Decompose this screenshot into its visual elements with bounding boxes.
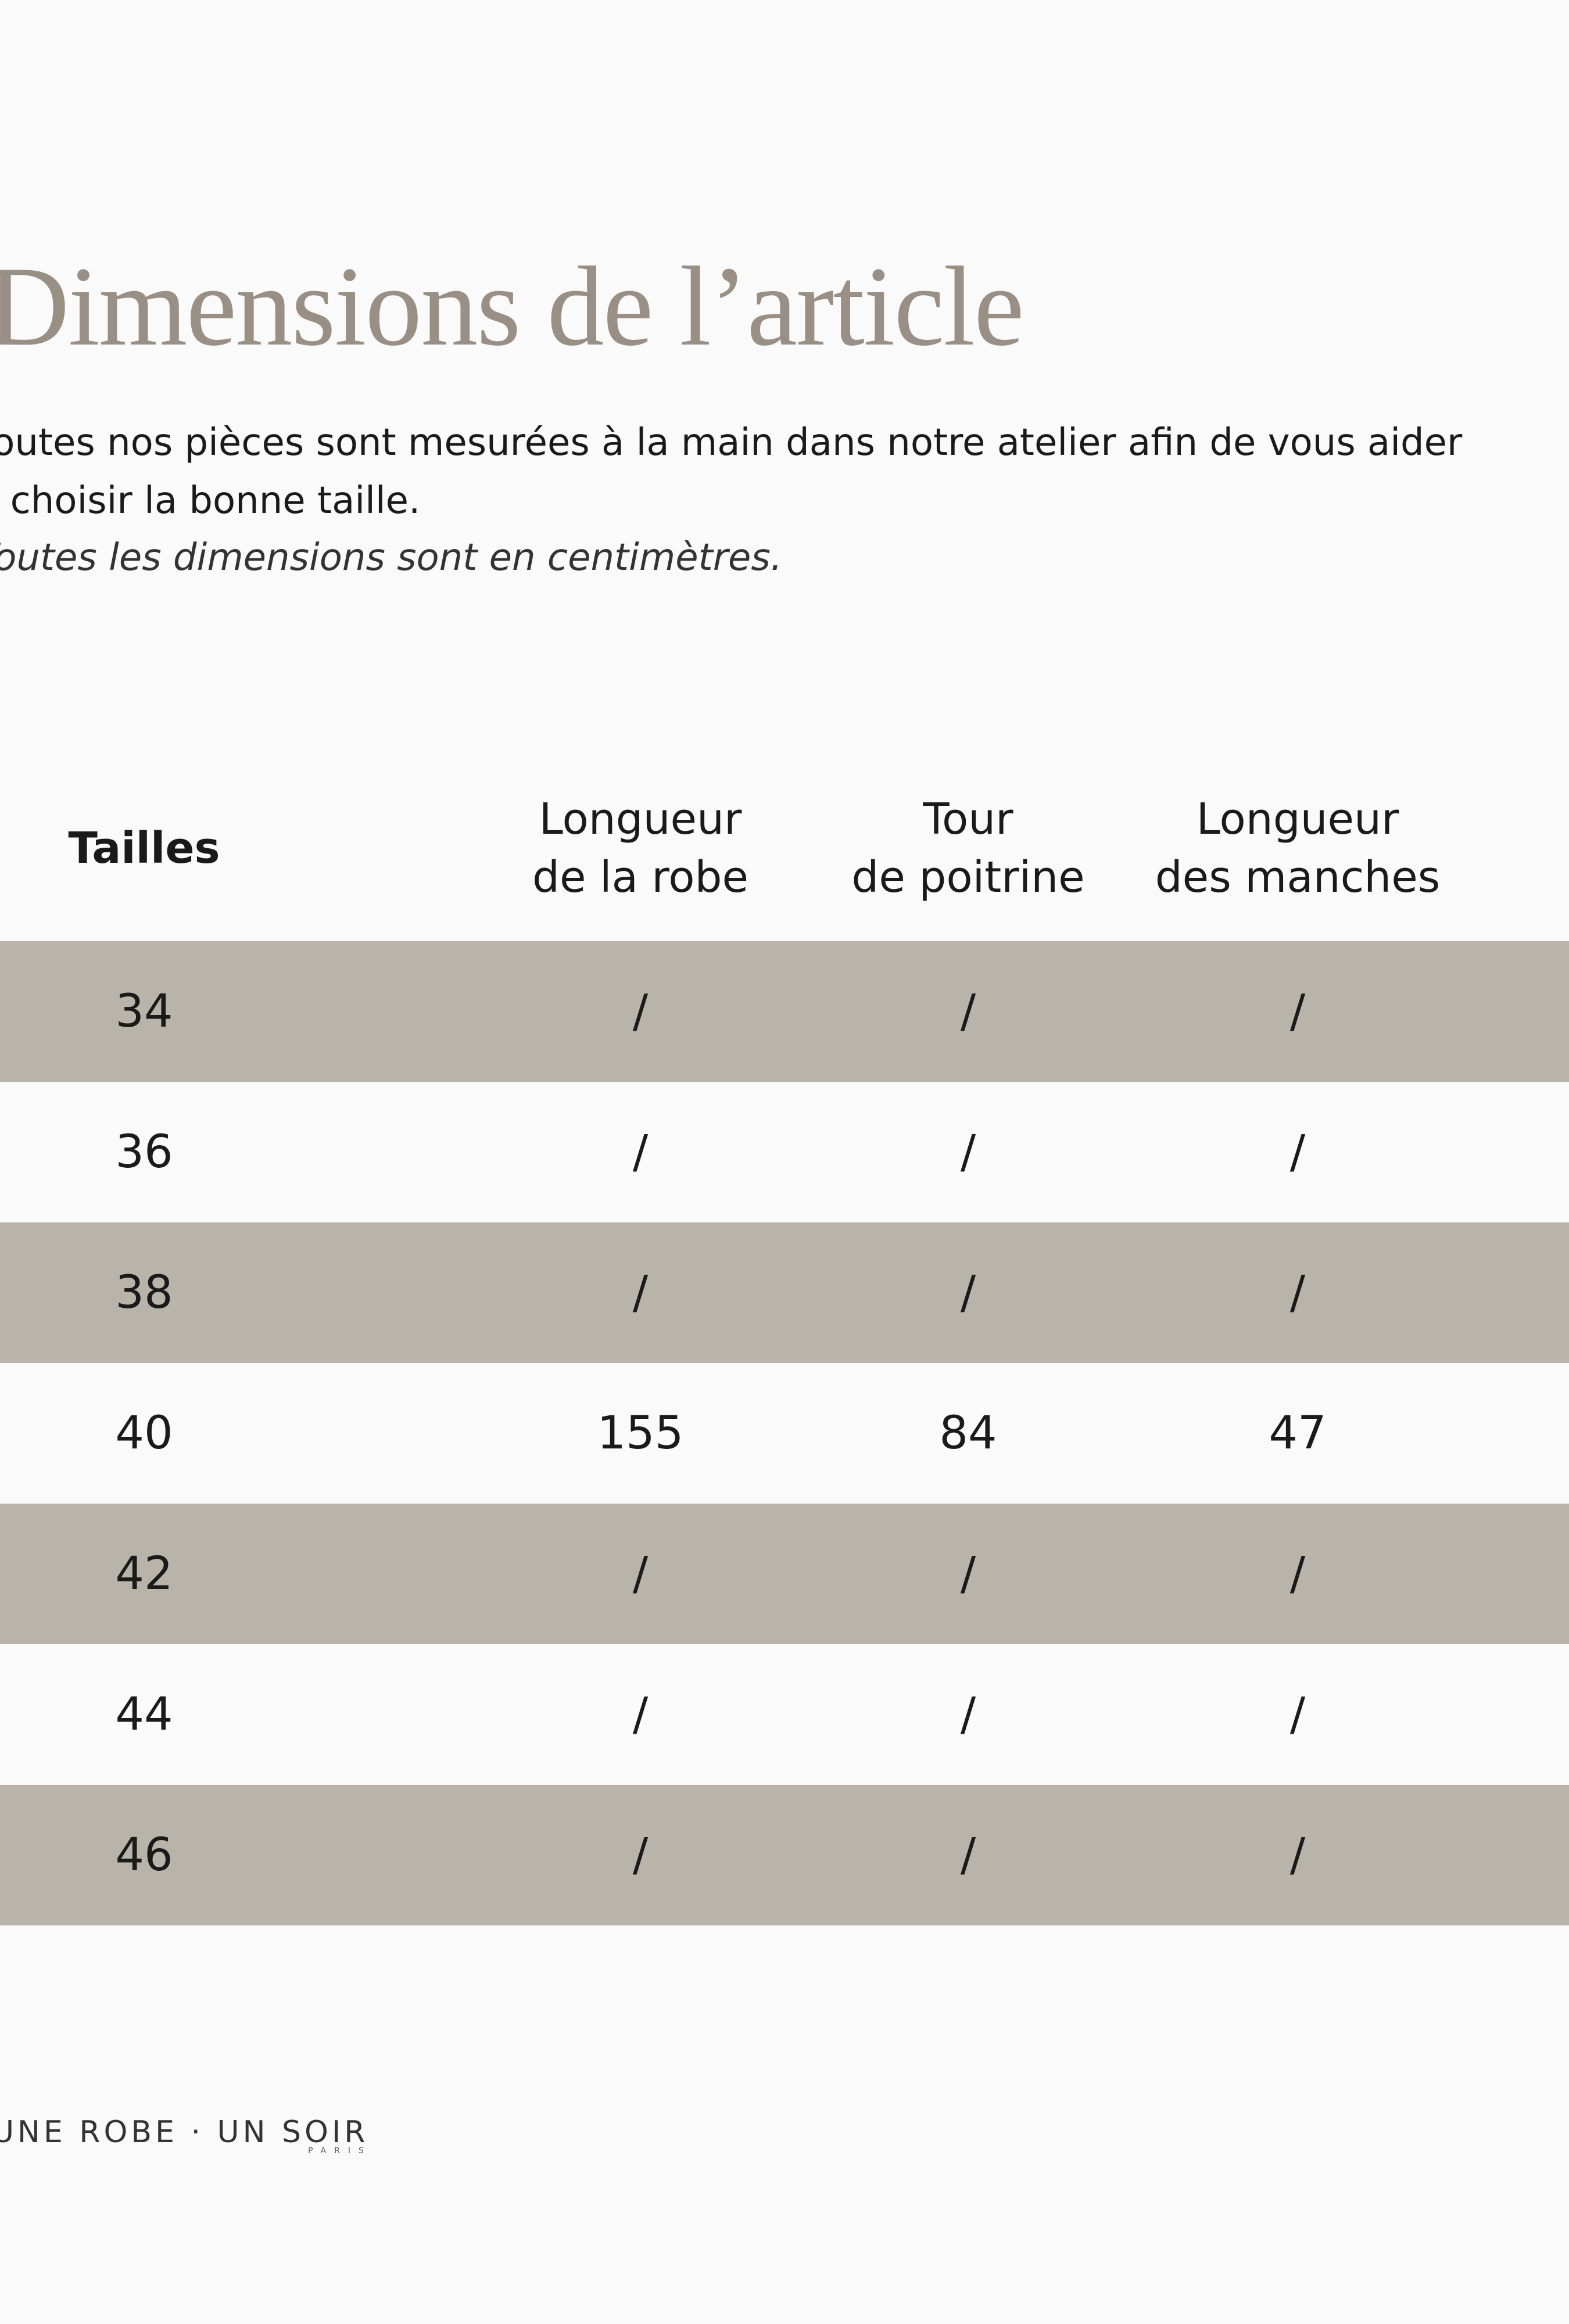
- table-cell: /: [1289, 1267, 1306, 1319]
- header-line: Longueur: [1196, 794, 1399, 844]
- header-line: des manches: [1155, 852, 1441, 902]
- header-cell: Longueur des manches: [1155, 790, 1441, 906]
- page-title: Dimensions de l’article: [0, 243, 1024, 370]
- table-cell: 84: [939, 1407, 997, 1459]
- table-cell: /: [632, 1548, 649, 1600]
- table-cell: 44: [115, 1688, 173, 1741]
- intro-line: à choisir la bonne taille.: [0, 479, 421, 522]
- table-cell: /: [632, 1688, 649, 1741]
- table-cell: /: [1289, 1688, 1306, 1741]
- table-row: 46 / / /: [0, 1785, 1569, 1925]
- header-cell: Longueur de la robe: [532, 790, 748, 906]
- table-cell: 47: [1269, 1407, 1327, 1459]
- table-row: 36 / / /: [0, 1082, 1569, 1222]
- table-row: 34 / / /: [0, 941, 1569, 1082]
- table-cell: 155: [597, 1407, 684, 1459]
- table-cell: 34: [115, 985, 173, 1038]
- table-cell: /: [960, 1126, 976, 1178]
- header-cell-bold: Tailles: [68, 819, 220, 877]
- table-row: 38 / / /: [0, 1222, 1569, 1363]
- table-cell: /: [960, 1688, 976, 1741]
- table-row: 42 / / /: [0, 1504, 1569, 1644]
- table-cell: 42: [115, 1548, 173, 1600]
- header-line: de poitrine: [851, 852, 1085, 902]
- table-cell: 46: [115, 1829, 173, 1881]
- table-cell: /: [960, 1829, 976, 1881]
- table-row: 40 155 84 47: [0, 1363, 1569, 1504]
- header-line: Tour: [923, 794, 1013, 844]
- table-cell: 38: [115, 1267, 173, 1319]
- intro-note: Toutes les dimensions sont en centimètre…: [0, 536, 783, 579]
- logo-sub: PARIS: [308, 2146, 372, 2156]
- table-cell: /: [1289, 985, 1306, 1038]
- table-cell: /: [632, 1267, 649, 1319]
- table-cell: /: [960, 1267, 976, 1319]
- table-cell: /: [1289, 1829, 1306, 1881]
- table-cell: /: [960, 985, 976, 1038]
- table-cell: 40: [115, 1407, 173, 1459]
- logo-brand: UNE ROBE · UN SOIR: [0, 2115, 369, 2150]
- intro-line: Toutes nos pièces sont mesurées à la mai…: [0, 421, 1463, 464]
- header-line: Tailles: [68, 823, 220, 873]
- table-cell: 36: [115, 1126, 173, 1178]
- table-cell: /: [632, 985, 649, 1038]
- table-cell: /: [632, 1829, 649, 1881]
- table-cell: /: [632, 1126, 649, 1178]
- table-cell: /: [1289, 1126, 1306, 1178]
- header-line: de la robe: [532, 852, 749, 902]
- header-cell: Tour de poitrine: [851, 790, 1084, 906]
- table-row: 44 / / /: [0, 1644, 1569, 1785]
- header-line: Longueur: [539, 794, 742, 844]
- table-cell: /: [1289, 1548, 1306, 1600]
- table-cell: /: [960, 1548, 976, 1600]
